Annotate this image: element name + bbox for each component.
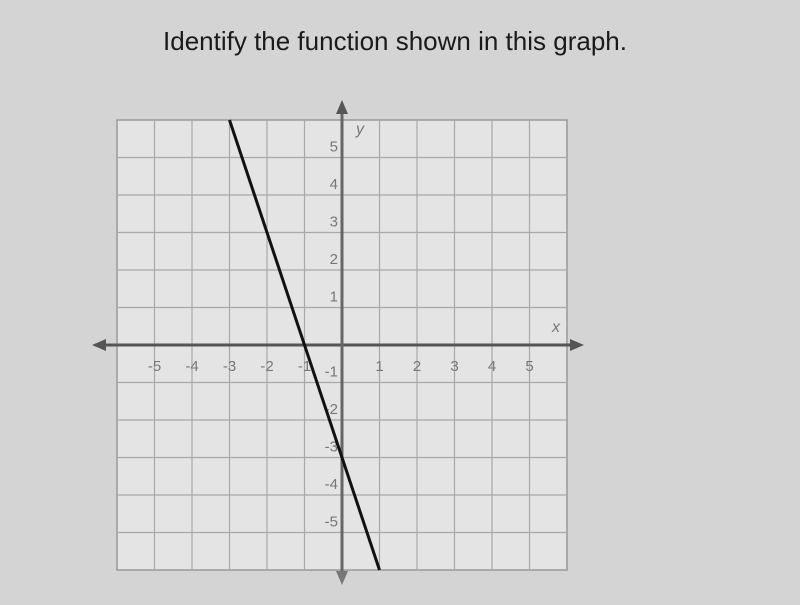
y-tick-label: -1 <box>325 363 338 380</box>
y-tick-label: 3 <box>330 213 338 230</box>
x-axis-label: x <box>551 319 561 336</box>
y-tick-label: 1 <box>330 288 338 305</box>
y-tick-label: 4 <box>330 176 338 193</box>
x-tick-label: 4 <box>488 358 496 375</box>
x-tick-label: 1 <box>375 358 383 375</box>
y-axis-arrow <box>336 100 348 114</box>
x-tick-label: -4 <box>185 358 198 375</box>
y-tick-label: -4 <box>325 476 338 493</box>
y-tick-label: -5 <box>325 513 338 530</box>
y-axis-label: y <box>355 121 365 138</box>
x-tick-label: -3 <box>223 358 236 375</box>
x-tick-label: 3 <box>450 358 458 375</box>
x-tick-label: -5 <box>148 358 161 375</box>
question-title: Identify the function shown in this grap… <box>163 26 627 56</box>
y-tick-label: -3 <box>325 438 338 455</box>
x-tick-label: -2 <box>260 358 273 375</box>
x-tick-label: 2 <box>413 358 421 375</box>
y-axis-arrow <box>336 571 348 585</box>
function-line <box>228 119 381 571</box>
x-axis-arrow <box>570 339 584 351</box>
y-tick-label: 5 <box>330 138 338 155</box>
x-tick-label: -1 <box>298 358 311 375</box>
x-tick-label: 5 <box>525 358 533 375</box>
x-axis-arrow <box>92 339 106 351</box>
y-tick-label: 2 <box>330 251 338 268</box>
